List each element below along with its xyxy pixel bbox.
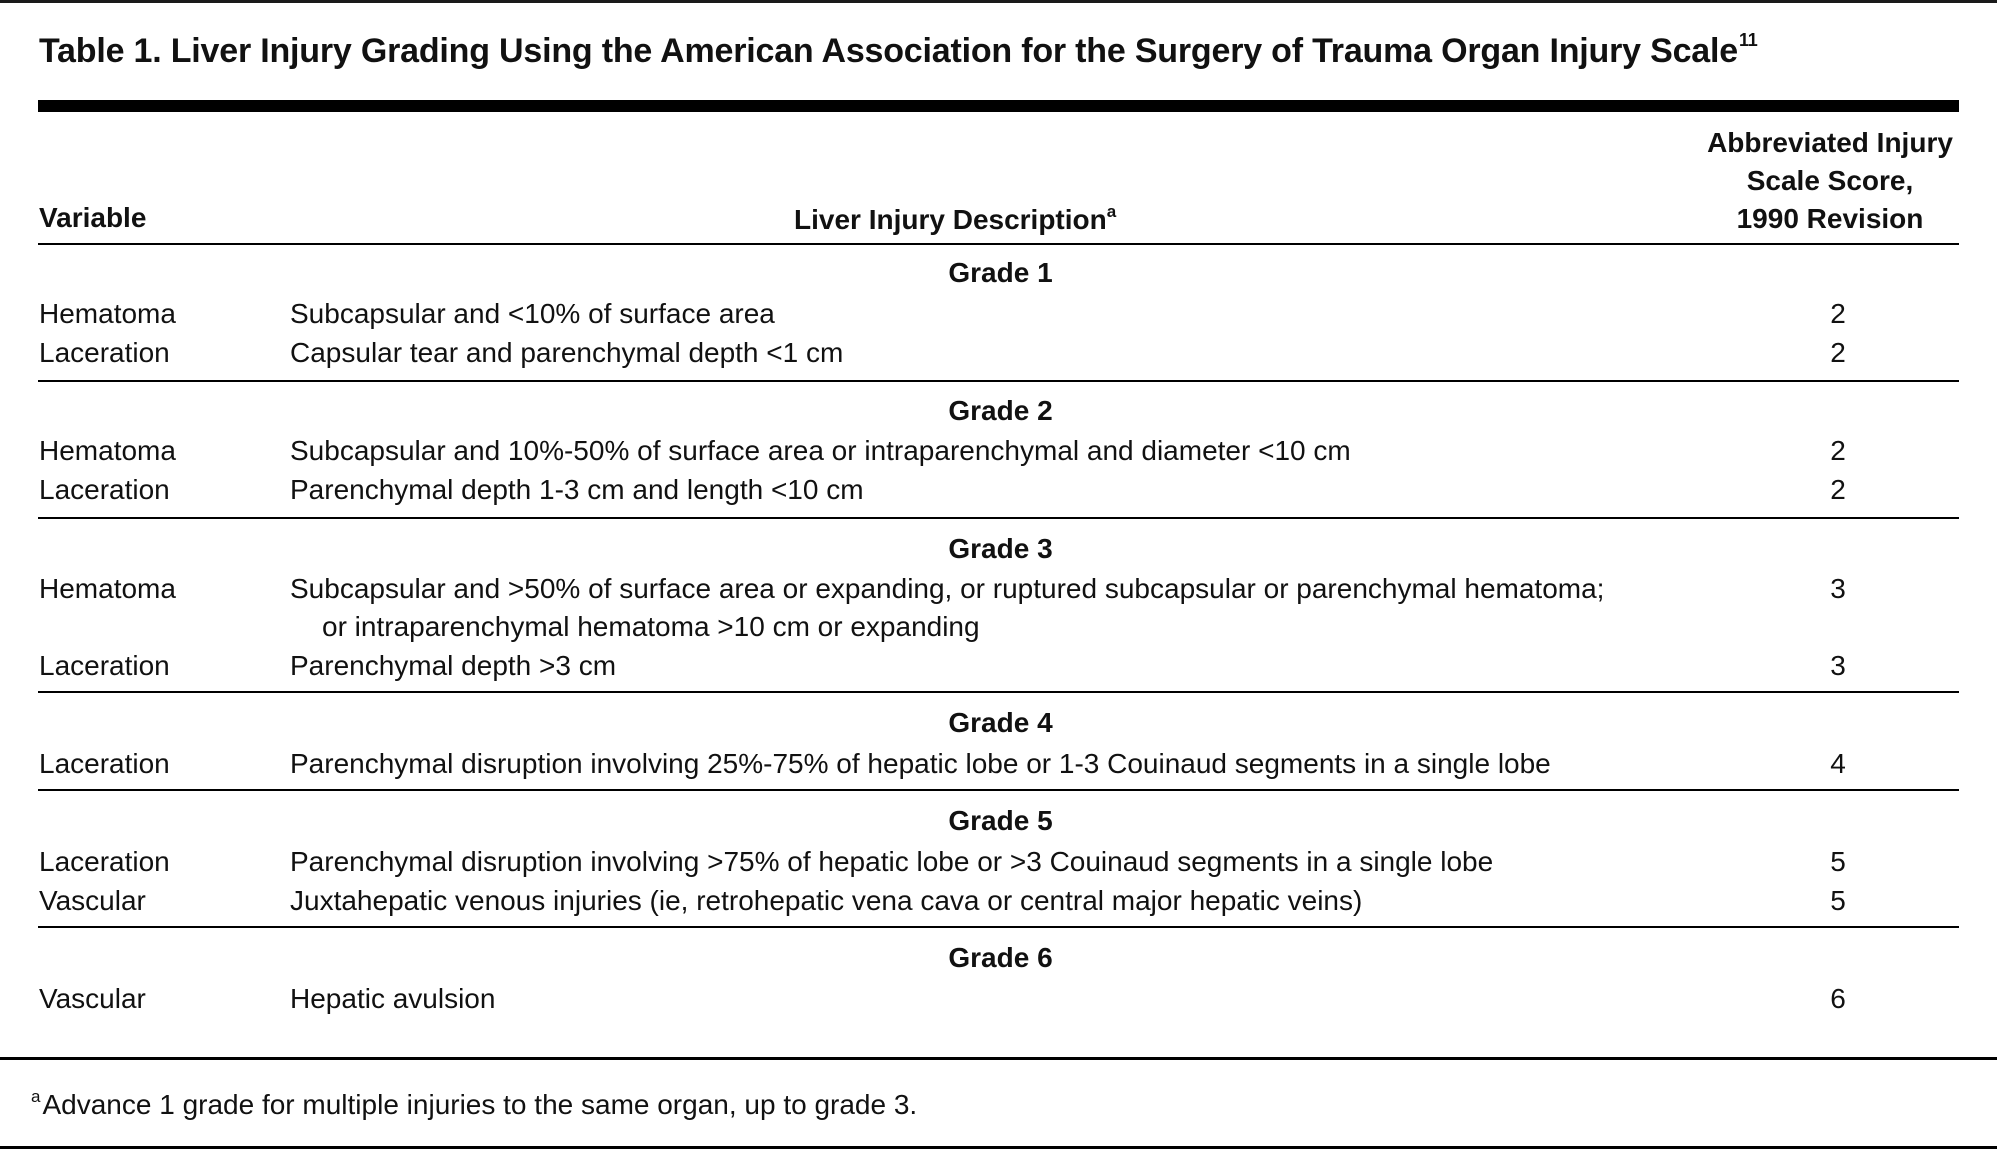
column-header-score-line3: 1990 Revision [1736,203,1924,234]
table-cell-score: 3 [1830,650,1846,681]
grade-heading: Grade 1 [0,257,1997,289]
table-bottom-rule [0,1057,1997,1060]
table-cell-variable: Vascular [39,885,146,916]
grade-heading: Grade 2 [0,395,1997,427]
table-cell-variable: Hematoma [39,298,176,329]
table-cell-description: Hepatic avulsion [290,983,496,1014]
table-cell-score: 4 [1830,748,1846,779]
column-header-description: Liver Injury Descriptiona [794,202,1116,236]
grade-heading: Grade 3 [0,533,1997,565]
table-cell-score: 2 [1830,474,1846,505]
grade-6-label: Grade 6 [948,942,1053,973]
header-top-rule [38,100,1959,112]
title-reference: 11 [1738,30,1758,50]
grade-separator [38,926,1959,928]
table-cell-score: 3 [1830,573,1846,604]
column-header-score-line1: Abbreviated Injury [1707,127,1953,158]
table-cell-score: 2 [1830,435,1846,466]
footnote-text: Advance 1 grade for multiple injuries to… [42,1089,918,1120]
table-cell-score: 5 [1830,846,1846,877]
top-border [0,0,1997,3]
column-header-score-line2: Scale Score, [1746,165,1914,196]
table-cell-description: Subcapsular and >50% of surface area or … [290,573,1605,604]
footnote-mark: a [31,1087,41,1106]
description-footnote-mark: a [1106,202,1117,221]
table-cell-description: Juxtahepatic venous injuries (ie, retroh… [290,885,1363,916]
grade-1-label: Grade 1 [948,257,1053,288]
grade-heading: Grade 4 [0,707,1997,739]
table-cell-description: Parenchymal disruption involving >75% of… [290,846,1494,877]
table-cell-score: 5 [1830,885,1846,916]
table-footnote: aAdvance 1 grade for multiple injuries t… [31,1087,917,1121]
grade-2-label: Grade 2 [948,395,1053,426]
table-cell-score: 2 [1830,337,1846,368]
table-cell-variable: Hematoma [39,573,176,604]
column-header-variable: Variable [39,202,147,233]
grade-heading: Grade 5 [0,805,1997,837]
table-cell-description: Subcapsular and 10%-50% of surface area … [290,435,1351,466]
footnote-bottom-rule [0,1146,1997,1149]
table-cell-variable: Hematoma [39,435,176,466]
header-bottom-rule [38,243,1959,245]
table-cell-variable: Laceration [39,337,170,368]
table-cell-variable: Laceration [39,846,170,877]
grade-separator [38,789,1959,791]
table-cell-variable: Laceration [39,474,170,505]
table-cell-description: Parenchymal depth 1-3 cm and length <10 … [290,474,864,505]
grade-separator [38,691,1959,693]
grade-separator [38,380,1959,382]
table-cell-description: Parenchymal depth >3 cm [290,650,617,681]
grade-4-label: Grade 4 [948,707,1053,738]
table-cell-description: Parenchymal disruption involving 25%-75%… [290,748,1551,779]
grade-5-label: Grade 5 [948,805,1053,836]
table-cell-score: 2 [1830,298,1846,329]
grade-3-label: Grade 3 [948,533,1053,564]
table-title-text: Table 1. Liver Injury Grading Using the … [39,32,1738,70]
table-cell-description: Subcapsular and <10% of surface area [290,298,775,329]
table-cell-score: 6 [1830,983,1846,1014]
column-header-description-text: Liver Injury Description [794,204,1107,235]
column-header-score: Abbreviated Injury Scale Score, 1990 Rev… [1700,124,1960,238]
table-title: Table 1. Liver Injury Grading Using the … [39,30,1758,71]
table-cell-variable: Laceration [39,748,170,779]
table-cell-description: Capsular tear and parenchymal depth <1 c… [290,337,844,368]
table-cell-variable: Vascular [39,983,146,1014]
table-cell-description-continued: or intraparenchymal hematoma >10 cm or e… [322,611,980,642]
table-cell-variable: Laceration [39,650,170,681]
grade-heading: Grade 6 [0,942,1997,974]
grade-separator [38,517,1959,519]
